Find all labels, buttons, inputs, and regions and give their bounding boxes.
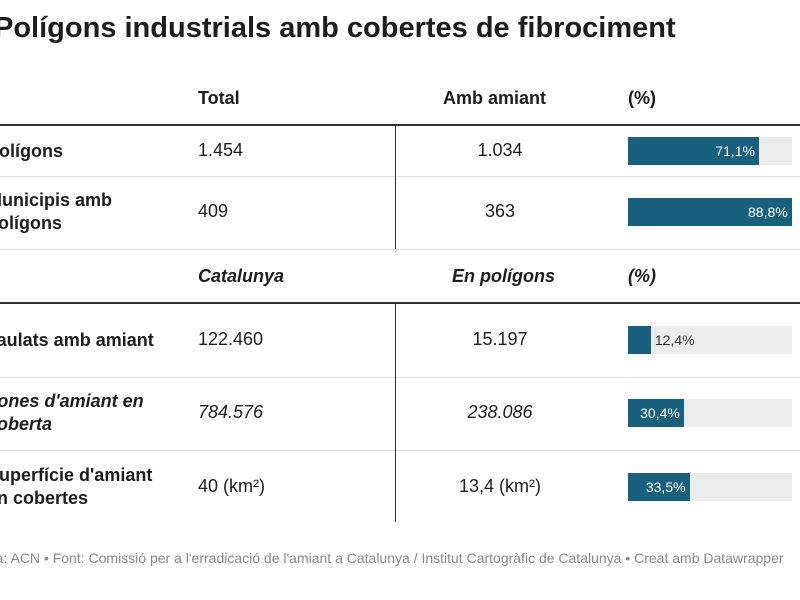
row-label: Superfície d'amiant en cobertes [0,465,153,508]
cell: 15.197 [472,329,528,349]
column-divider [395,126,396,249]
cell: 363 [484,201,516,221]
cell: 122.460 [198,329,264,349]
bar-track [628,326,792,354]
footer: Taula: ACN • Font: Comissió per a l'erra… [0,550,784,566]
bar-label: 88,8% [748,204,788,220]
column-header: En polígons [452,266,555,286]
column-divider [395,304,396,522]
row-label: Tones d'amiant en coberta [0,391,144,434]
cell: 13,4 (km²) [458,476,541,496]
bar [628,137,760,165]
column-header: (%) [628,88,656,108]
row-divider [0,176,800,177]
column-header: Catalunya [198,266,285,286]
cell: 40 (km²) [198,476,265,496]
bar-label: 71,1% [715,143,755,159]
row-label: Taulats amb amiant [0,329,154,350]
cell: 238.086 [467,402,533,422]
row-label: Municipis amb polígons [0,190,113,233]
bar [628,326,651,354]
cell: 1.454 [198,140,244,160]
row-divider [0,377,800,378]
bar [628,473,690,501]
bar-label: 12,4% [654,332,695,348]
row-divider [0,249,800,250]
row-divider [0,302,800,304]
row-divider [0,124,800,126]
cell: 1.034 [477,140,523,160]
bar-label: 33,5% [645,479,686,495]
column-header: Total [198,88,240,108]
bar-label: 30,4% [640,405,680,421]
row-divider [0,450,800,451]
column-header: Amb amiant [443,88,547,108]
cell: 784.576 [198,402,264,422]
cell: 409 [198,201,229,221]
bar [628,399,685,427]
title: Polígons industrials amb cobertes de fib… [0,12,676,44]
bar [628,198,792,226]
row-label: Polígons [0,140,63,161]
column-header: (%) [628,266,656,286]
